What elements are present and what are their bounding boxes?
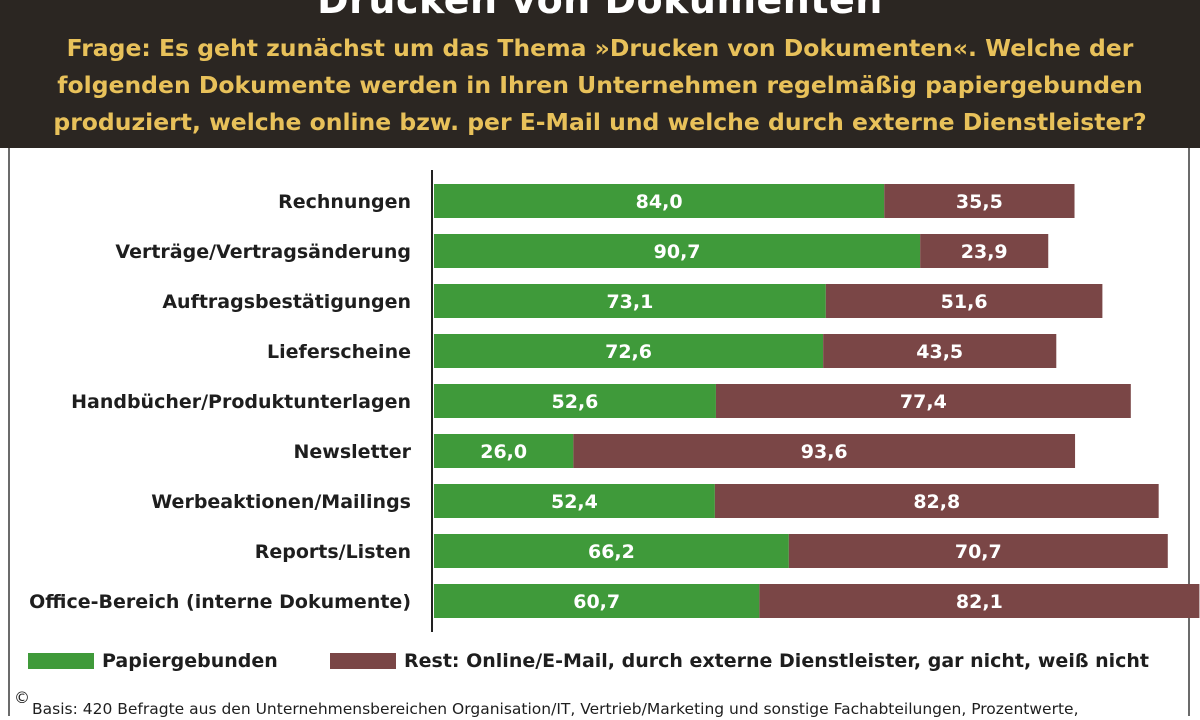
bar-papiergebunden	[434, 384, 716, 418]
stacked-bar-chart: Rechnungen 84,0 35,5 Verträge/Vertragsänder…	[29, 170, 1200, 632]
bar-papiergebunden	[434, 334, 824, 368]
data-label: 35,5	[956, 191, 1003, 213]
legend-label-rest: Rest: Online/E-Mail, durch externe Diens…	[404, 650, 1150, 672]
bar-rest	[788, 534, 1168, 568]
bar-papiergebunden	[434, 584, 760, 618]
data-label: 73,1	[606, 291, 653, 313]
bar-papiergebunden	[434, 434, 574, 468]
chart-title: Drucken von Dokumenten	[317, 0, 883, 22]
bar-rest	[823, 334, 1057, 368]
data-label: 84,0	[636, 191, 683, 213]
data-label: 43,5	[916, 341, 963, 363]
bar-rest	[920, 234, 1049, 268]
data-label: 90,7	[654, 241, 701, 263]
bar-rest	[715, 384, 1131, 418]
category-label: Lieferscheine	[267, 341, 411, 363]
data-label: 51,6	[941, 291, 988, 313]
category-label: Rechnungen	[278, 191, 411, 213]
bar-papiergebunden	[434, 284, 826, 318]
data-label: 52,6	[552, 391, 599, 413]
legend-swatch-papiergebunden	[28, 653, 94, 669]
bar-rest	[759, 584, 1200, 618]
data-label: 60,7	[573, 591, 620, 613]
chart-header: Drucken von Dokumenten Frage: Es geht zu…	[0, 0, 1200, 148]
category-label: Verträge/Vertragsänderung	[115, 241, 411, 263]
data-label: 72,6	[605, 341, 652, 363]
data-label: 52,4	[551, 491, 598, 513]
copyright-symbol: ©	[14, 688, 30, 707]
bar-rest	[573, 434, 1076, 468]
bar-rest	[825, 284, 1103, 318]
data-label: 93,6	[801, 441, 848, 463]
category-label: Handbücher/Produktunterlagen	[71, 391, 411, 413]
footnote: Basis: 420 Befragte aus den Unternehmens…	[32, 700, 1079, 718]
data-label: 82,8	[913, 491, 960, 513]
data-label: 26,0	[480, 441, 527, 463]
data-label: 77,4	[900, 391, 947, 413]
data-label: 66,2	[588, 541, 635, 563]
legend-item-rest: Rest: Online/E-Mail, durch externe Diens…	[330, 650, 1149, 672]
category-label: Werbeaktionen/Mailings	[151, 491, 411, 513]
category-label: Newsletter	[294, 441, 412, 463]
legend-label-papiergebunden: Papiergebunden	[102, 650, 278, 672]
bar-rest	[884, 184, 1075, 218]
bar-papiergebunden	[434, 484, 715, 518]
category-label: Reports/Listen	[255, 541, 411, 563]
data-label: 23,9	[961, 241, 1008, 263]
bar-rest	[714, 484, 1159, 518]
category-label: Office-Bereich (interne Dokumente)	[29, 591, 411, 613]
bar-papiergebunden	[434, 184, 885, 218]
data-label: 82,1	[956, 591, 1003, 613]
legend-swatch-rest	[330, 653, 396, 669]
category-label: Auftragsbestätigungen	[162, 291, 411, 313]
chart-frame	[8, 148, 1190, 716]
legend-item-papiergebunden: Papiergebunden	[28, 650, 278, 672]
survey-question: Frage: Es geht zunächst um das Thema »Dr…	[53, 34, 1147, 136]
bar-papiergebunden	[434, 534, 789, 568]
bar-papiergebunden	[434, 234, 921, 268]
data-label: 70,7	[955, 541, 1002, 563]
